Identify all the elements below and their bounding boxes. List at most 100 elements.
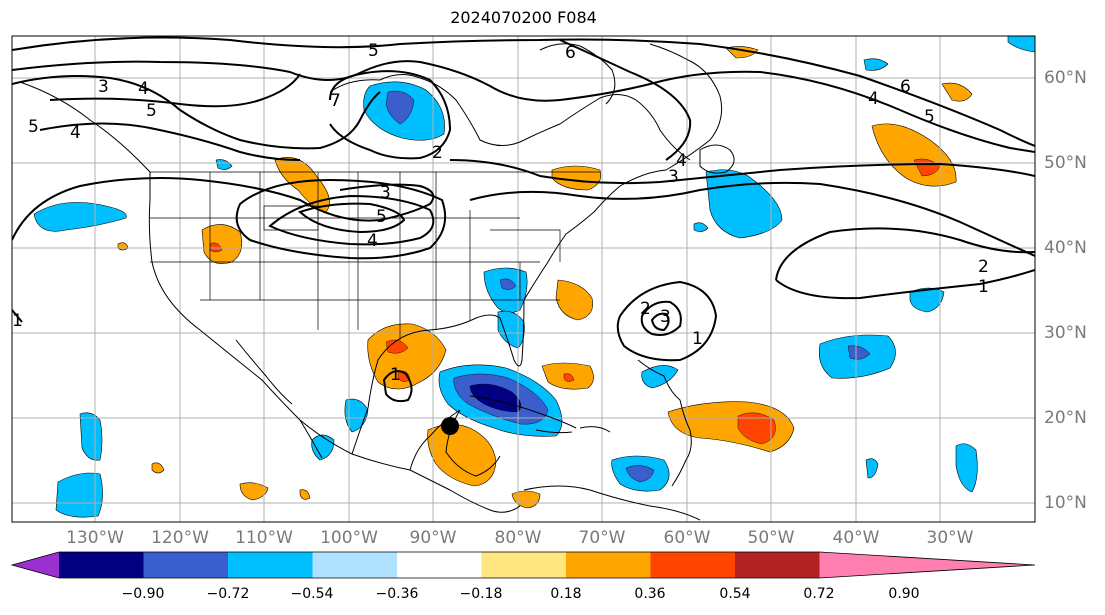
anomaly-region xyxy=(79,412,103,461)
colorbar-segment xyxy=(59,552,144,578)
latitude-label: 10°N xyxy=(1044,493,1087,513)
latitude-label: 20°N xyxy=(1044,408,1087,428)
anomaly-region xyxy=(955,443,978,493)
colorbar-segment xyxy=(481,552,566,578)
anomaly-region xyxy=(865,458,879,479)
storm-center-marker xyxy=(441,417,459,435)
anomaly-region xyxy=(151,462,165,474)
map-frame xyxy=(11,35,1036,523)
chart-title: 2024070200 F084 xyxy=(450,8,597,27)
contour-line xyxy=(775,269,1035,300)
contour-line xyxy=(640,300,682,336)
contour-line xyxy=(650,312,670,332)
state-borders xyxy=(150,171,600,340)
colorbar-segment xyxy=(566,552,651,578)
strong-negative-anomaly-cores xyxy=(385,90,871,483)
longitude-label: 130°W xyxy=(66,528,124,548)
anomaly-region xyxy=(215,159,233,170)
colorbar-segment xyxy=(397,552,482,578)
colorbar-tick-label: 0.36 xyxy=(634,586,666,602)
contour-line xyxy=(12,36,1035,147)
longitude-label: 30°W xyxy=(926,528,974,548)
colorbar-outline xyxy=(10,551,1036,579)
longitude-label: 40°W xyxy=(832,528,880,548)
contour-line xyxy=(449,159,1035,185)
contour-line xyxy=(39,122,301,161)
longitude-label: 80°W xyxy=(494,528,542,548)
contour-line xyxy=(49,73,301,108)
longitude-label: 70°W xyxy=(578,528,626,548)
contour-label: 4 xyxy=(676,151,687,171)
longitude-label: 100°W xyxy=(320,528,378,548)
colorbar-tick-label: 0.18 xyxy=(550,586,582,602)
contour-label: 5 xyxy=(368,41,379,61)
contour-label: 1 xyxy=(12,311,23,331)
latitude-label: 40°N xyxy=(1044,238,1087,258)
colorbar-tick-label: 0.54 xyxy=(719,586,751,602)
colorbar-segment xyxy=(312,552,397,578)
anomaly-core xyxy=(209,242,223,253)
anomaly-region xyxy=(239,482,269,501)
contour-line xyxy=(298,202,406,234)
contour-line xyxy=(616,280,718,362)
longitude-label: 120°W xyxy=(151,528,209,548)
anomaly-core xyxy=(625,465,655,483)
contour-label: 1 xyxy=(692,329,703,349)
contour-labels: 5 6 3 4 5 5 4 7 2 3 5 4 6 4 5 3 4 2 1 2 … xyxy=(12,41,989,385)
contour-label: 3 xyxy=(98,77,109,97)
anomaly-region xyxy=(299,489,311,500)
contour-line xyxy=(235,178,446,260)
colorbar-segment xyxy=(735,552,820,578)
contour-label: 4 xyxy=(138,79,149,99)
contour-label: 2 xyxy=(432,143,443,163)
anomaly-region xyxy=(427,424,497,487)
contour-label: 1 xyxy=(390,365,401,385)
contour-line xyxy=(559,39,692,161)
longitude-label: 60°W xyxy=(663,528,711,548)
contour-label: 6 xyxy=(900,77,911,97)
anomaly-region xyxy=(483,267,528,313)
latitude-label: 50°N xyxy=(1044,153,1087,173)
anomaly-region xyxy=(33,202,127,232)
contour-label: 7 xyxy=(330,91,341,111)
longitude-label: 110°W xyxy=(235,528,293,548)
anomaly-region xyxy=(641,365,679,389)
contour-label: 5 xyxy=(924,107,935,127)
anomaly-region xyxy=(367,323,447,390)
anomaly-core xyxy=(499,278,517,290)
contour-line xyxy=(268,194,435,246)
anomaly-region xyxy=(693,222,709,232)
colorbar-tick-label: −0.18 xyxy=(459,586,503,602)
contour-label: 2 xyxy=(640,299,651,319)
anomaly-region xyxy=(55,472,103,518)
colorbar-tick-label: −0.54 xyxy=(290,586,334,602)
colorbar xyxy=(10,551,1036,579)
contour-line xyxy=(469,181,1035,257)
anomaly-core xyxy=(737,412,776,445)
contour-label: 1 xyxy=(978,277,989,297)
longitude-label: 50°W xyxy=(747,528,795,548)
contour-label: 3 xyxy=(380,183,391,203)
contour-label: 4 xyxy=(367,231,378,251)
colorbar-tick-label: 0.72 xyxy=(803,586,835,602)
contour-label: 4 xyxy=(70,123,81,143)
contour-label: 5 xyxy=(28,117,39,137)
contour-lines xyxy=(12,36,1035,403)
contour-label: 5 xyxy=(146,101,157,121)
anomaly-core xyxy=(385,339,409,354)
contour-line xyxy=(12,309,23,323)
latitude-label: 60°N xyxy=(1044,68,1087,88)
colorbar-extension-min xyxy=(12,552,59,578)
colorbar-segment xyxy=(650,552,735,578)
contour-line xyxy=(382,370,413,403)
anomaly-region xyxy=(941,82,973,102)
graticule xyxy=(12,36,1035,522)
contour-line xyxy=(12,60,1035,153)
strong-positive-anomaly-cores xyxy=(209,158,941,445)
colorbar-tick-label: 0.90 xyxy=(888,586,920,602)
colorbar-segment xyxy=(228,552,313,578)
anomaly-core xyxy=(563,373,575,382)
colorbar-tick-label: −0.90 xyxy=(121,586,165,602)
contour-label: 3 xyxy=(668,167,679,187)
